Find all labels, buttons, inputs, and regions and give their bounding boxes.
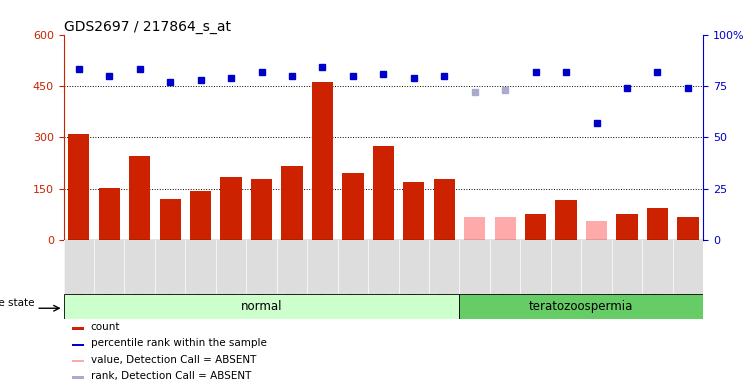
Bar: [190, 191, 211, 240]
Bar: [434, 179, 455, 240]
Bar: [68, 134, 90, 240]
Bar: [72, 360, 85, 362]
Bar: [556, 200, 577, 240]
Text: rank, Detection Call = ABSENT: rank, Detection Call = ABSENT: [91, 371, 251, 381]
Bar: [373, 146, 394, 240]
Bar: [403, 182, 424, 240]
Text: GDS2697 / 217864_s_at: GDS2697 / 217864_s_at: [64, 20, 230, 33]
Bar: [525, 214, 546, 240]
Text: value, Detection Call = ABSENT: value, Detection Call = ABSENT: [91, 354, 256, 364]
Bar: [99, 188, 120, 240]
Text: teratozoospermia: teratozoospermia: [529, 300, 634, 313]
Text: percentile rank within the sample: percentile rank within the sample: [91, 338, 266, 348]
Bar: [343, 173, 364, 240]
Bar: [494, 217, 516, 240]
Bar: [64, 294, 459, 319]
Bar: [281, 166, 303, 240]
Bar: [647, 209, 668, 240]
Bar: [312, 83, 333, 240]
Bar: [72, 376, 85, 379]
Bar: [159, 199, 181, 240]
Bar: [129, 156, 150, 240]
Bar: [616, 214, 637, 240]
Text: count: count: [91, 322, 120, 332]
Bar: [72, 328, 85, 330]
Bar: [251, 179, 272, 240]
Bar: [586, 221, 607, 240]
Text: disease state: disease state: [0, 298, 35, 308]
Bar: [72, 344, 85, 346]
Bar: [464, 217, 485, 240]
Bar: [677, 217, 699, 240]
Bar: [221, 177, 242, 240]
Bar: [459, 294, 703, 319]
Text: normal: normal: [241, 300, 282, 313]
